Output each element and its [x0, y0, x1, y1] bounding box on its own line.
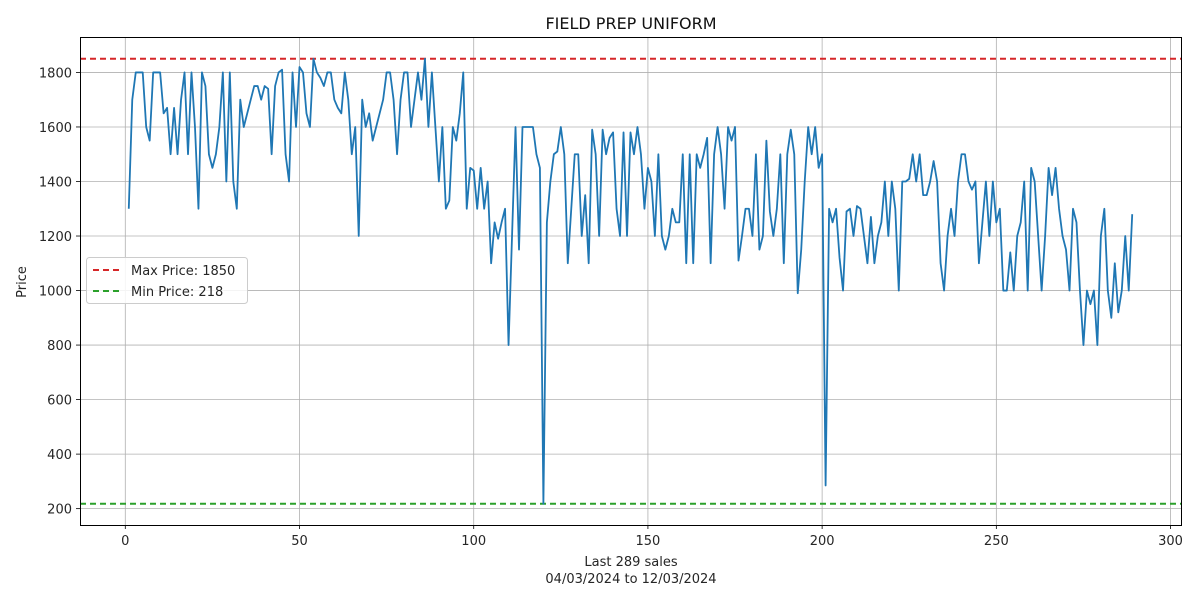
y-tick-label: 1600: [39, 121, 72, 136]
legend: Max Price: 1850 Min Price: 218: [86, 257, 248, 304]
y-axis-ticks: 200 400 600 800 1000 1200 1400 1600 1800: [39, 66, 80, 518]
series-lines: [127, 57, 1134, 505]
y-tick-label: 1400: [39, 175, 72, 190]
x-tick-label: 200: [810, 534, 835, 549]
x-tick-label: 150: [636, 534, 661, 549]
grid-lines: [80, 37, 1181, 525]
y-axis-title: Price: [15, 266, 30, 298]
y-tick-label: 1200: [39, 230, 72, 245]
chart-title: FIELD PREP UNIFORM: [545, 14, 716, 33]
legend-box: [86, 257, 248, 304]
x-tick-label: 50: [291, 534, 308, 549]
x-tick-label: 250: [984, 534, 1009, 549]
y-tick-label: 600: [47, 394, 72, 409]
x-tick-label: 0: [121, 534, 129, 549]
y-tick-label: 200: [47, 503, 72, 518]
reference-lines: [80, 57, 1181, 505]
y-tick-label: 1800: [39, 66, 72, 81]
y-tick-label: 800: [47, 339, 72, 354]
x-tick-label: 100: [461, 534, 486, 549]
x-axis-title: Last 289 sales: [584, 555, 678, 570]
legend-label-max: Max Price: 1850: [131, 264, 235, 279]
price-series-line: [127, 57, 1134, 505]
y-tick-label: 1000: [39, 285, 72, 300]
legend-label-min: Min Price: 218: [131, 285, 223, 300]
x-tick-label: 300: [1158, 534, 1183, 549]
x-axis-ticks: 0 50 100 150 200 250 300: [121, 525, 1183, 549]
plot-frame: [80, 37, 1182, 526]
y-tick-label: 400: [47, 448, 72, 463]
x-axis-subtitle: 04/03/2024 to 12/03/2024: [545, 572, 716, 587]
